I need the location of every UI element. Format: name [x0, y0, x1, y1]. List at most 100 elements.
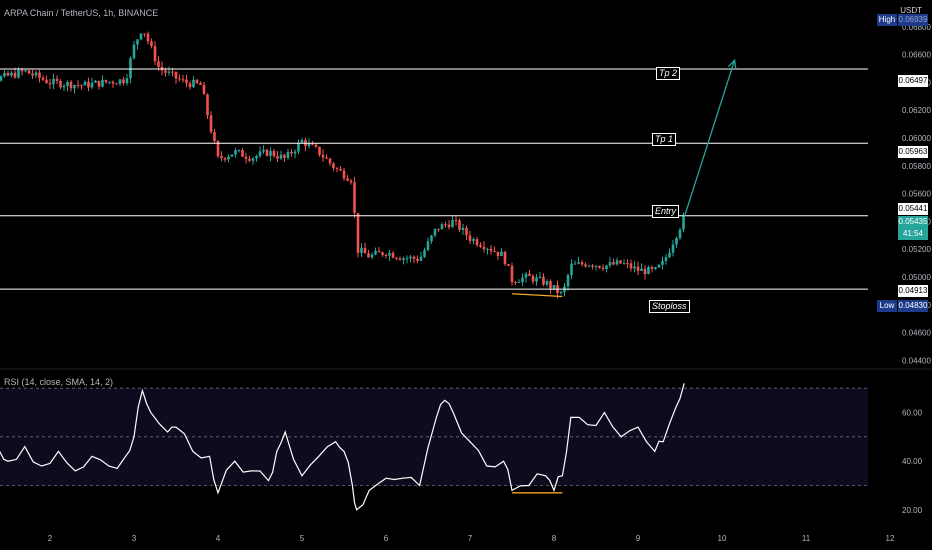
price-axis-tick: 0.05800	[902, 162, 931, 171]
candle-body	[188, 83, 192, 88]
candle-body	[598, 265, 601, 268]
candle-body	[192, 79, 195, 88]
candle-body	[17, 69, 20, 78]
candle-body	[230, 154, 234, 157]
price-axis-tick: 0.04600	[902, 329, 931, 338]
candle-body	[433, 228, 437, 236]
time-axis-tick: 6	[384, 534, 389, 543]
candle-body	[108, 81, 111, 83]
candle-body	[374, 250, 377, 255]
stoploss-note[interactable]: Stoploss	[649, 300, 690, 313]
candle-body	[360, 247, 363, 253]
candle-body	[62, 85, 66, 88]
candle-body	[24, 70, 27, 72]
candle-body	[283, 154, 286, 158]
candle-body	[132, 44, 136, 59]
candle-body	[272, 150, 276, 157]
candle-body	[279, 154, 283, 159]
candle-body	[41, 77, 45, 80]
entry-note[interactable]: Entry	[652, 205, 680, 218]
candle-body	[682, 215, 685, 230]
candle-body	[293, 151, 297, 154]
candle-body	[321, 154, 325, 158]
candle-body	[244, 156, 248, 159]
candle-body	[20, 69, 24, 72]
candle-body	[594, 265, 598, 267]
candle-body	[195, 79, 199, 84]
candle-body	[573, 263, 577, 265]
candle-body	[167, 71, 171, 73]
price-axis-tick: 0.06600	[902, 51, 931, 60]
candle-body	[314, 144, 318, 147]
candle-body	[111, 81, 115, 84]
candle-body	[73, 84, 76, 89]
candle-body	[489, 248, 493, 252]
high-value: 0.06939	[898, 14, 928, 26]
candle-body	[430, 235, 433, 242]
candle-body	[164, 70, 167, 73]
candle-body	[451, 220, 454, 228]
candle-body	[587, 265, 591, 267]
candle-body	[48, 83, 52, 85]
high-badge: High	[877, 14, 897, 26]
candle-body	[97, 80, 101, 87]
candle-body	[664, 257, 668, 261]
tp2-note[interactable]: Tp 2	[656, 67, 681, 80]
price-axis-tick: 0.05000	[902, 273, 931, 282]
low-value: 0.04830	[898, 300, 928, 312]
candle-body	[6, 72, 10, 76]
candle-body	[605, 265, 608, 270]
candle-body	[101, 79, 104, 87]
symbol-title: ARPA Chain / TetherUS, 1h, BINANCE	[4, 8, 159, 18]
candle-body	[339, 168, 342, 171]
candle-body	[31, 73, 34, 76]
projection-arrow	[683, 60, 736, 218]
candle-body	[580, 262, 584, 265]
candle-body	[615, 260, 619, 265]
candle-body	[444, 224, 447, 226]
price-axis-tick: 0.04400	[902, 356, 931, 365]
candle-body	[139, 33, 143, 40]
candle-body	[461, 227, 465, 230]
candle-body	[657, 264, 661, 268]
candle-body	[570, 263, 573, 276]
candle-body	[367, 253, 370, 258]
candle-body	[216, 141, 220, 157]
candle-body	[678, 229, 682, 238]
candle-body	[185, 79, 188, 84]
candle-body	[472, 239, 475, 241]
candle-body	[251, 158, 255, 161]
candle-body	[479, 245, 482, 247]
candle-body	[468, 235, 472, 241]
candle-body	[486, 248, 489, 250]
rsi-axis-tick: 40.00	[902, 457, 923, 466]
candle-body	[426, 241, 430, 251]
candle-body	[409, 256, 412, 259]
candle-body	[405, 258, 409, 260]
candle-body	[311, 143, 314, 145]
price-axis-tick: 0.06800	[902, 23, 931, 32]
currency-label[interactable]: USDT	[900, 6, 922, 15]
candle-body	[178, 78, 181, 80]
candle-countdown: 41:54	[902, 229, 924, 238]
candle-body	[328, 158, 332, 164]
candle-body	[59, 80, 62, 88]
candle-body	[363, 247, 367, 254]
candle-body	[437, 228, 440, 230]
candle-body	[325, 157, 328, 159]
candle-body	[496, 251, 500, 257]
price-axis-tick: 0.06000	[902, 134, 931, 143]
candle-body	[500, 251, 503, 257]
candle-body	[335, 168, 339, 170]
candle-body	[255, 155, 258, 159]
price-divergence-line	[511, 293, 563, 298]
candle-body	[202, 84, 206, 95]
rsi-indicator-label[interactable]: RSI (14, close, SMA, 14, 2)	[4, 377, 114, 387]
candle-body	[454, 220, 458, 222]
candle-body	[423, 250, 426, 257]
candle-body	[297, 142, 300, 152]
rsi-axis-tick: 60.00	[902, 409, 923, 418]
tp1-note[interactable]: Tp 1	[652, 133, 677, 146]
candle-body	[171, 71, 174, 73]
